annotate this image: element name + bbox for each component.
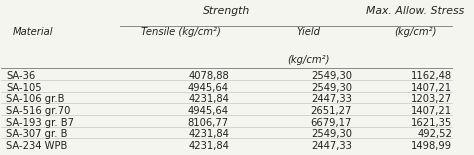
Text: 2549,30: 2549,30 bbox=[311, 129, 352, 139]
Text: 1162,48: 1162,48 bbox=[411, 71, 452, 81]
Text: 6679,17: 6679,17 bbox=[310, 118, 352, 128]
Text: 4945,64: 4945,64 bbox=[188, 83, 229, 93]
Text: 492,52: 492,52 bbox=[417, 129, 452, 139]
Text: 4078,88: 4078,88 bbox=[188, 71, 229, 81]
Text: Max. Allow. Stress: Max. Allow. Stress bbox=[366, 6, 465, 16]
Text: 1407,21: 1407,21 bbox=[411, 106, 452, 116]
Text: SA-516 gr.70: SA-516 gr.70 bbox=[6, 106, 70, 116]
Text: (kg/cm²): (kg/cm²) bbox=[287, 55, 330, 65]
Text: 1621,35: 1621,35 bbox=[411, 118, 452, 128]
Text: Strength: Strength bbox=[203, 6, 250, 16]
Text: SA-193 gr. B7: SA-193 gr. B7 bbox=[6, 118, 74, 128]
Text: 2447,33: 2447,33 bbox=[311, 94, 352, 104]
Text: 2549,30: 2549,30 bbox=[311, 71, 352, 81]
Text: SA-106 gr.B: SA-106 gr.B bbox=[6, 94, 64, 104]
Text: SA-105: SA-105 bbox=[6, 83, 42, 93]
Text: 1203,27: 1203,27 bbox=[411, 94, 452, 104]
Text: 4231,84: 4231,84 bbox=[188, 94, 229, 104]
Text: 4231,84: 4231,84 bbox=[188, 129, 229, 139]
Text: 8106,77: 8106,77 bbox=[188, 118, 229, 128]
Text: 2549,30: 2549,30 bbox=[311, 83, 352, 93]
Text: 4231,84: 4231,84 bbox=[188, 141, 229, 151]
Text: 2651,27: 2651,27 bbox=[310, 106, 352, 116]
Text: 4945,64: 4945,64 bbox=[188, 106, 229, 116]
Text: SA-307 gr. B: SA-307 gr. B bbox=[6, 129, 67, 139]
Text: Tensile (kg/cm²): Tensile (kg/cm²) bbox=[141, 27, 221, 37]
Text: 1498,99: 1498,99 bbox=[411, 141, 452, 151]
Text: SA-36: SA-36 bbox=[6, 71, 35, 81]
Text: (kg/cm²): (kg/cm²) bbox=[394, 27, 437, 37]
Text: Material: Material bbox=[13, 27, 54, 37]
Text: Yield: Yield bbox=[297, 27, 320, 37]
Text: 1407,21: 1407,21 bbox=[411, 83, 452, 93]
Text: SA-234 WPB: SA-234 WPB bbox=[6, 141, 67, 151]
Text: 2447,33: 2447,33 bbox=[311, 141, 352, 151]
